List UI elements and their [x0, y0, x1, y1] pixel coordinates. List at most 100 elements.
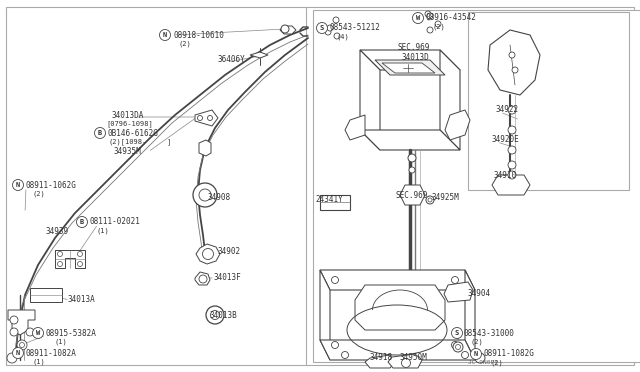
Text: N: N: [16, 182, 20, 188]
Text: 08111-02021: 08111-02021: [90, 218, 141, 227]
Text: 34013A: 34013A: [68, 295, 96, 305]
Text: W: W: [36, 330, 40, 336]
Circle shape: [332, 276, 339, 283]
Circle shape: [408, 154, 416, 162]
Circle shape: [512, 67, 518, 73]
Text: 34902: 34902: [218, 247, 241, 257]
Circle shape: [26, 328, 34, 336]
Circle shape: [401, 359, 410, 368]
Circle shape: [58, 262, 63, 266]
Polygon shape: [400, 185, 425, 205]
Circle shape: [198, 115, 202, 121]
Text: 36406Y: 36406Y: [218, 55, 246, 64]
Text: 34918: 34918: [370, 353, 393, 362]
Circle shape: [325, 29, 331, 35]
Text: 34935M: 34935M: [113, 148, 141, 157]
Polygon shape: [444, 282, 473, 302]
Circle shape: [461, 352, 468, 359]
Circle shape: [281, 25, 289, 33]
Circle shape: [508, 106, 516, 114]
Circle shape: [475, 353, 485, 363]
Circle shape: [435, 21, 441, 27]
Circle shape: [426, 196, 434, 204]
Circle shape: [95, 128, 106, 138]
Circle shape: [425, 11, 431, 17]
Circle shape: [58, 251, 63, 257]
Text: 08918-10610: 08918-10610: [173, 31, 224, 39]
Text: 34904: 34904: [468, 289, 491, 298]
Circle shape: [456, 344, 461, 350]
Text: SEC.969: SEC.969: [395, 190, 428, 199]
Text: N: N: [16, 350, 20, 356]
Polygon shape: [445, 110, 470, 140]
Text: 34013F: 34013F: [214, 273, 242, 282]
Text: 34939: 34939: [46, 227, 69, 235]
Polygon shape: [8, 310, 35, 335]
Text: ]: ]: [167, 139, 172, 145]
Text: (2): (2): [490, 360, 503, 366]
Circle shape: [206, 306, 224, 324]
Circle shape: [10, 328, 18, 336]
Text: (2)[1098-: (2)[1098-: [108, 139, 147, 145]
Circle shape: [413, 13, 424, 23]
Circle shape: [77, 251, 83, 257]
Text: 34922: 34922: [496, 106, 519, 115]
Text: 08911-1082G: 08911-1082G: [484, 350, 535, 359]
Circle shape: [508, 161, 516, 169]
Circle shape: [202, 248, 214, 260]
Polygon shape: [365, 355, 395, 368]
Circle shape: [317, 22, 328, 33]
Circle shape: [427, 27, 433, 33]
Circle shape: [19, 343, 24, 347]
Circle shape: [211, 311, 220, 320]
Polygon shape: [30, 288, 62, 302]
Circle shape: [451, 327, 463, 339]
Text: 24341Y: 24341Y: [315, 196, 343, 205]
Polygon shape: [388, 354, 422, 368]
Circle shape: [207, 115, 212, 121]
Text: (2): (2): [32, 191, 45, 197]
Polygon shape: [492, 175, 530, 195]
Text: W: W: [416, 15, 420, 21]
Text: [0796-1098]: [0796-1098]: [106, 121, 153, 127]
Text: 34013B: 34013B: [210, 311, 237, 320]
Circle shape: [333, 17, 339, 23]
Polygon shape: [375, 60, 445, 75]
Text: 34013DA: 34013DA: [112, 110, 145, 119]
Circle shape: [33, 327, 44, 339]
Text: B: B: [98, 130, 102, 136]
Circle shape: [13, 180, 24, 190]
Text: (1): (1): [55, 339, 68, 345]
Polygon shape: [199, 140, 211, 156]
Text: 08911-1062G: 08911-1062G: [26, 180, 77, 189]
Text: 34908: 34908: [208, 192, 231, 202]
Text: 34013D: 34013D: [402, 54, 429, 62]
Text: N: N: [163, 32, 167, 38]
Bar: [468, 12, 629, 190]
Circle shape: [334, 33, 340, 39]
Text: JC 9N0P4: JC 9N0P4: [468, 359, 498, 365]
Text: (2): (2): [470, 339, 483, 345]
Text: 34925M: 34925M: [432, 192, 460, 202]
Circle shape: [77, 262, 83, 266]
Text: 08543-31000: 08543-31000: [463, 328, 514, 337]
Polygon shape: [382, 63, 435, 73]
Circle shape: [159, 29, 170, 41]
Circle shape: [508, 146, 516, 154]
Circle shape: [10, 316, 18, 324]
Circle shape: [332, 341, 339, 349]
Text: 08916-43542: 08916-43542: [426, 13, 477, 22]
Polygon shape: [320, 270, 330, 360]
Text: N: N: [474, 351, 478, 357]
Text: 0B146-6162G: 0B146-6162G: [108, 128, 159, 138]
Polygon shape: [250, 52, 268, 58]
Polygon shape: [320, 195, 350, 210]
Text: 08915-5382A: 08915-5382A: [46, 328, 97, 337]
Text: SEC.969: SEC.969: [398, 44, 430, 52]
Circle shape: [342, 352, 349, 359]
Polygon shape: [465, 270, 475, 360]
Circle shape: [193, 183, 217, 207]
Polygon shape: [320, 270, 475, 290]
Text: B: B: [80, 219, 84, 225]
Polygon shape: [195, 272, 210, 285]
